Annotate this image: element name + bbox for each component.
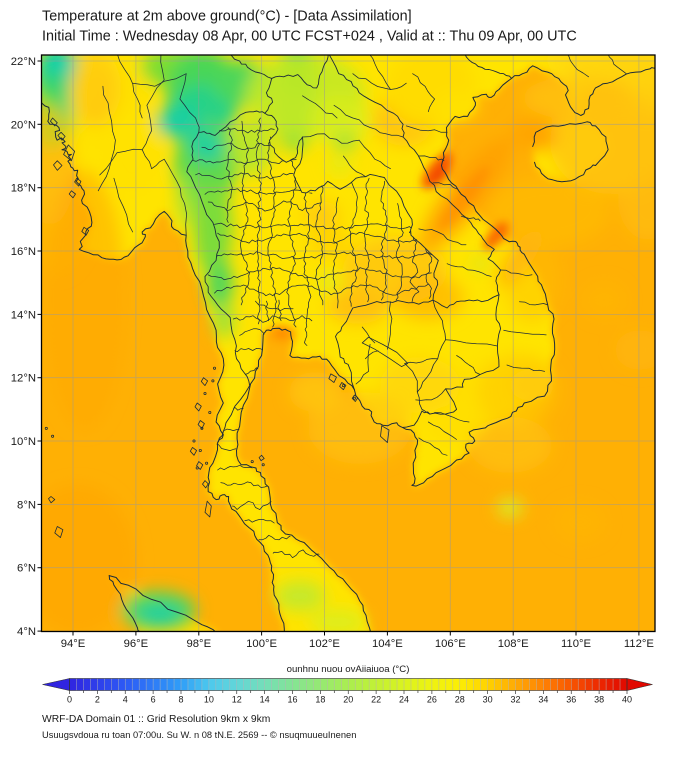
svg-text:10: 10 <box>204 695 214 705</box>
svg-text:0: 0 <box>67 695 72 705</box>
svg-text:12: 12 <box>232 695 242 705</box>
svg-text:6°N: 6°N <box>17 563 36 575</box>
svg-text:40: 40 <box>622 695 632 705</box>
svg-text:18: 18 <box>315 695 325 705</box>
svg-text:WRF-DA Domain 01 :: Grid Resol: WRF-DA Domain 01 :: Grid Resolution 9km … <box>42 714 270 725</box>
svg-text:110°E: 110°E <box>561 638 592 650</box>
svg-text:Usuugsvdoua ru toan 07:00u. Su: Usuugsvdoua ru toan 07:00u. Su W. n 08 t… <box>42 730 356 740</box>
svg-text:12°N: 12°N <box>11 373 36 385</box>
svg-text:32: 32 <box>510 695 520 705</box>
svg-text:28: 28 <box>455 695 465 705</box>
svg-text:102°E: 102°E <box>309 638 340 650</box>
svg-text:8°N: 8°N <box>17 499 36 511</box>
svg-text:20: 20 <box>343 695 353 705</box>
svg-text:26: 26 <box>427 695 437 705</box>
svg-text:36: 36 <box>566 695 576 705</box>
svg-text:98°E: 98°E <box>186 638 211 650</box>
svg-text:112°E: 112°E <box>624 638 655 650</box>
svg-text:100°E: 100°E <box>246 638 277 650</box>
svg-text:22: 22 <box>371 695 381 705</box>
svg-text:ounhnu nuou ovAiiaiuoa (°C): ounhnu nuou ovAiiaiuoa (°C) <box>287 664 410 675</box>
svg-text:4°N: 4°N <box>17 626 36 638</box>
svg-text:8: 8 <box>178 695 183 705</box>
svg-text:14°N: 14°N <box>11 309 36 321</box>
svg-text:10°N: 10°N <box>11 436 36 448</box>
svg-text:20°N: 20°N <box>11 119 36 131</box>
svg-text:22°N: 22°N <box>11 56 36 68</box>
svg-text:108°E: 108°E <box>498 638 529 650</box>
svg-text:Temperature at 2m above ground: Temperature at 2m above ground(°C) - [Da… <box>42 9 412 25</box>
svg-text:18°N: 18°N <box>11 183 36 195</box>
svg-text:16: 16 <box>287 695 297 705</box>
svg-text:104°E: 104°E <box>372 638 403 650</box>
svg-text:94°E: 94°E <box>61 638 86 650</box>
svg-text:Initial Time : Wednesday 08 Ap: Initial Time : Wednesday 08 Apr, 00 UTC … <box>42 29 577 45</box>
svg-text:16°N: 16°N <box>11 246 36 258</box>
svg-text:24: 24 <box>399 695 409 705</box>
svg-text:106°E: 106°E <box>435 638 466 650</box>
svg-text:14: 14 <box>260 695 270 705</box>
svg-text:30: 30 <box>483 695 493 705</box>
svg-text:34: 34 <box>538 695 548 705</box>
svg-text:2: 2 <box>95 695 100 705</box>
svg-text:4: 4 <box>123 695 128 705</box>
svg-text:38: 38 <box>594 695 604 705</box>
svg-text:96°E: 96°E <box>124 638 149 650</box>
svg-text:6: 6 <box>151 695 156 705</box>
